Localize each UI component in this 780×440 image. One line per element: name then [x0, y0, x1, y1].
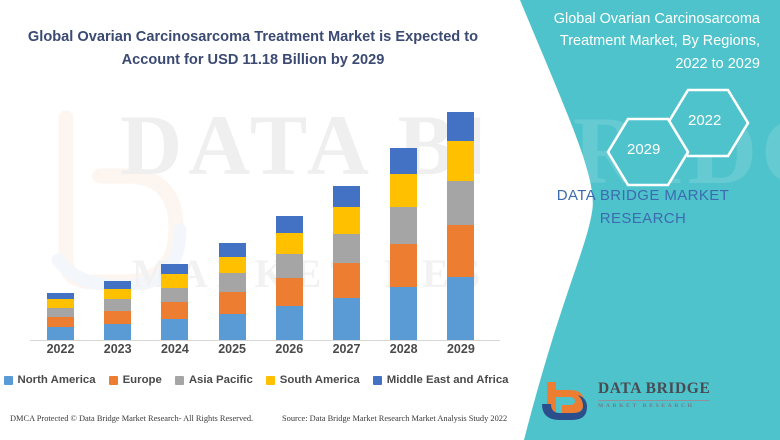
- hexagon-label-2022: 2022: [688, 112, 722, 129]
- bar-segment-2029-asia-pacific: [447, 180, 475, 225]
- legend-label: Asia Pacific: [188, 374, 253, 386]
- x-axis-label-2026: 2026: [275, 342, 304, 356]
- x-axis-labels: 2022 2023 2024 2025 2026 2027 2028 2029: [0, 342, 512, 366]
- bar-segment-2026-south-america: [275, 232, 303, 254]
- bar-segment-2024-europe: [161, 302, 189, 320]
- legend-item-middle-east-and-africa[interactable]: Middle East and Africa: [372, 374, 509, 386]
- bar-segment-2022-europe: [47, 316, 74, 328]
- bar-segment-2023-middle-east-and-africa: [104, 280, 132, 289]
- bar-segment-2025-middle-east-and-africa: [218, 243, 246, 257]
- bar-2025: [218, 243, 246, 340]
- legend-label: Europe: [122, 374, 162, 386]
- legend-item-europe[interactable]: Europe: [108, 374, 162, 386]
- bar-2026: [275, 215, 303, 340]
- x-axis-label-2025: 2025: [218, 342, 246, 356]
- x-axis-label-2024: 2024: [160, 342, 189, 356]
- bar-segment-2027-middle-east-and-africa: [333, 186, 360, 208]
- logo-text: DATA BRIDGE MARKET RESEARCH: [598, 380, 711, 409]
- legend-swatch-icon: [174, 375, 184, 385]
- footer-copyright: DMCA Protected © Data Bridge Market Rese…: [10, 414, 254, 423]
- x-axis-line: [30, 340, 500, 341]
- legend-swatch-icon: [372, 375, 382, 385]
- bar-segment-2022-asia-pacific: [47, 307, 74, 317]
- x-axis-label-2029: 2029: [446, 342, 475, 356]
- legend-item-south-america[interactable]: South America: [265, 374, 360, 386]
- legend-swatch-icon: [265, 375, 275, 385]
- legend-label: South America: [279, 374, 360, 386]
- hexagons-svg: [606, 88, 750, 187]
- footer-source: Source: Data Bridge Market Research Mark…: [282, 414, 508, 423]
- hexagon-2022-shape: [666, 88, 750, 158]
- data-bridge-logo-icon: [542, 382, 587, 420]
- legend-label: Middle East and Africa: [386, 374, 509, 386]
- bar-segment-2028-north-america: [390, 287, 418, 340]
- bar-segment-2024-north-america: [161, 319, 189, 340]
- bar-segment-2022-north-america: [47, 327, 74, 340]
- bar-segment-2024-asia-pacific: [161, 287, 189, 303]
- hexagon-label-2029: 2029: [627, 141, 661, 158]
- x-axis-label-2028: 2028: [389, 342, 418, 356]
- bar-2028: [390, 147, 418, 340]
- logo-sub-text: MARKET RESEARCH: [598, 400, 711, 409]
- x-axis-label-2027: 2027: [332, 342, 361, 356]
- bar-segment-2023-north-america: [104, 324, 132, 340]
- bar-2024: [161, 263, 189, 340]
- x-axis-label-2022: 2022: [46, 342, 75, 356]
- bar-segment-2026-europe: [275, 278, 303, 306]
- bar-segment-2023-south-america: [104, 288, 132, 300]
- chart-legend: North America Europe Asia Pacific South Ame…: [0, 374, 512, 386]
- bar-segment-2027-asia-pacific: [333, 233, 360, 264]
- bar-segment-2029-south-america: [447, 141, 475, 181]
- panel-title: Global Ovarian Carcinosarcoma Treatment …: [553, 11, 760, 72]
- bar-segment-2025-europe: [218, 292, 246, 314]
- footer: DMCA Protected © Data Bridge Market Rese…: [0, 414, 512, 434]
- bar-2029: [447, 112, 475, 340]
- bar-segment-2023-europe: [104, 310, 132, 325]
- hexagon-group: 2022 2029: [560, 88, 780, 193]
- bar-segment-2027-europe: [333, 263, 360, 298]
- legend-label: North America: [17, 374, 96, 386]
- bar-segment-2026-north-america: [275, 305, 303, 340]
- bar-segment-2024-middle-east-and-africa: [161, 263, 189, 275]
- bar-segment-2025-asia-pacific: [218, 273, 246, 293]
- bar-segment-2029-middle-east-and-africa: [447, 112, 475, 142]
- page-title: Global Ovarian Carcinosarcoma Treatment …: [27, 29, 479, 69]
- panel-brand-text: DATA BRIDGE MARKET RESEARCH: [556, 187, 730, 227]
- stacked-bar-chart: 2022 2023 2024 2025 2026 2027 2028 2029: [0, 90, 512, 356]
- bar-2027: [333, 186, 360, 340]
- x-axis-label-2023: 2023: [103, 342, 132, 356]
- bar-2022: [47, 292, 74, 340]
- bar-segment-2027-north-america: [333, 298, 360, 340]
- bar-segment-2023-asia-pacific: [104, 299, 132, 311]
- bar-segment-2025-south-america: [218, 256, 246, 274]
- hexagon-2029-shape: [606, 117, 690, 187]
- bar-segment-2024-south-america: [161, 274, 189, 288]
- chart-plot-area: [0, 90, 512, 341]
- legend-item-asia-pacific[interactable]: Asia Pacific: [174, 374, 253, 386]
- bar-segment-2029-north-america: [447, 276, 475, 340]
- bar-segment-2028-asia-pacific: [390, 207, 418, 245]
- logo-main-text: DATA BRIDGE: [598, 380, 711, 397]
- bar-segment-2028-europe: [390, 244, 418, 288]
- bar-2023: [104, 280, 132, 340]
- bar-segment-2027-south-america: [333, 207, 360, 234]
- legend-swatch-icon: [108, 375, 118, 385]
- bar-segment-2026-middle-east-and-africa: [275, 215, 303, 233]
- bar-segment-2025-north-america: [218, 313, 246, 340]
- bar-segment-2026-asia-pacific: [275, 253, 303, 279]
- bar-segment-2022-south-america: [47, 299, 74, 308]
- legend-item-north-america[interactable]: North America: [3, 374, 96, 386]
- bar-segment-2028-south-america: [390, 174, 418, 208]
- legend-swatch-icon: [3, 375, 13, 385]
- bar-segment-2022-middle-east-and-africa: [47, 292, 74, 300]
- bar-segment-2028-middle-east-and-africa: [390, 147, 418, 175]
- bar-segment-2029-europe: [447, 224, 475, 277]
